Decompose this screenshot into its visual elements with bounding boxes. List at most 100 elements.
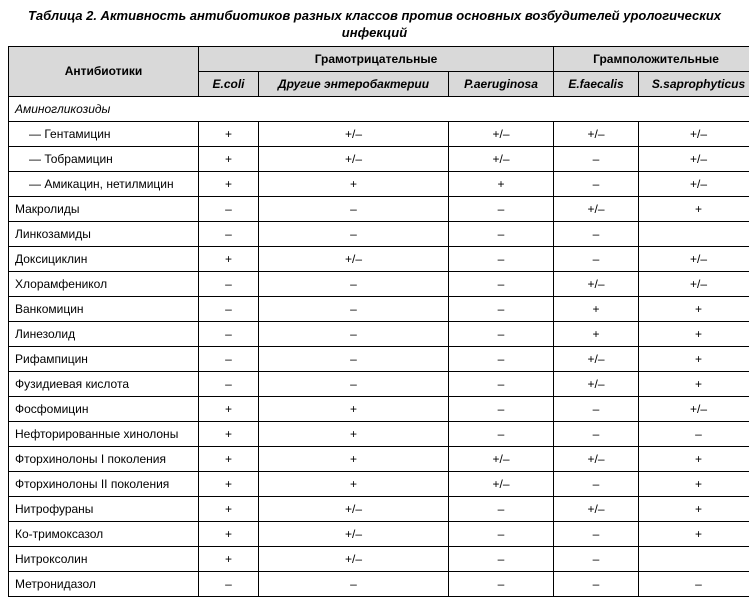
row-label: Нитрофураны [9, 496, 199, 521]
cell-value: – [554, 396, 639, 421]
cell-value: +/– [449, 121, 554, 146]
row-label: Макролиды [9, 196, 199, 221]
row-label: Рифампицин [9, 346, 199, 371]
row-label: Нефторированные хинолоны [9, 421, 199, 446]
cell-value: + [554, 321, 639, 346]
cell-value: + [199, 496, 259, 521]
row-label: Фторхинолоны I поколения [9, 446, 199, 471]
row-label: — Тобрамицин [9, 146, 199, 171]
table-row: Ванкомицин–––++ [9, 296, 749, 321]
section-label: Аминогликозиды [9, 96, 749, 121]
cell-value: + [199, 396, 259, 421]
cell-value: – [554, 546, 639, 571]
cell-value: – [449, 546, 554, 571]
table-title: Таблица 2. Активность антибиотиков разны… [8, 8, 741, 42]
cell-value: – [554, 471, 639, 496]
cell-value: – [199, 196, 259, 221]
table-row: Хлорамфеникол–––+/–+/– [9, 271, 749, 296]
th-paerug: P.aeruginosa [449, 71, 554, 96]
row-label: Фузидиевая кислота [9, 371, 199, 396]
cell-value: +/– [639, 171, 749, 196]
cell-value: + [639, 346, 749, 371]
cell-value: – [449, 221, 554, 246]
row-label: — Гентамицин [9, 121, 199, 146]
cell-value: + [199, 121, 259, 146]
cell-value: + [639, 471, 749, 496]
cell-value [639, 546, 749, 571]
cell-value: + [449, 171, 554, 196]
cell-value: – [449, 396, 554, 421]
cell-value: – [554, 521, 639, 546]
cell-value: +/– [639, 121, 749, 146]
cell-value: +/– [259, 246, 449, 271]
cell-value: + [259, 471, 449, 496]
cell-value: – [449, 496, 554, 521]
th-efaec: E.faecalis [554, 71, 639, 96]
cell-value: – [449, 346, 554, 371]
row-label: Хлорамфеникол [9, 271, 199, 296]
table-row: Аминогликозиды [9, 96, 749, 121]
cell-value: + [199, 446, 259, 471]
table-row: Фосфомицин++––+/– [9, 396, 749, 421]
table-body: Аминогликозиды— Гентамицин++/–+/–+/–+/–—… [9, 96, 749, 596]
cell-value: +/– [554, 271, 639, 296]
cell-value: +/– [639, 396, 749, 421]
cell-value: – [199, 271, 259, 296]
cell-value: – [449, 321, 554, 346]
table-row: Нефторированные хинолоны++––– [9, 421, 749, 446]
cell-value [639, 221, 749, 246]
cell-value: + [199, 146, 259, 171]
cell-value: – [449, 246, 554, 271]
cell-value: – [259, 371, 449, 396]
table-row: Линезолид–––++ [9, 321, 749, 346]
cell-value: + [199, 421, 259, 446]
cell-value: +/– [449, 146, 554, 171]
th-entero: Другие энтеробактерии [259, 71, 449, 96]
cell-value: + [639, 296, 749, 321]
table-row: Фторхинолоны II поколения+++/––+ [9, 471, 749, 496]
cell-value: +/– [554, 371, 639, 396]
table-row: Метронидазол––––– [9, 571, 749, 596]
cell-value: +/– [259, 546, 449, 571]
cell-value: – [449, 371, 554, 396]
cell-value: +/– [639, 271, 749, 296]
cell-value: – [449, 271, 554, 296]
cell-value: – [554, 421, 639, 446]
cell-value: – [199, 346, 259, 371]
cell-value: – [199, 221, 259, 246]
cell-value: +/– [639, 146, 749, 171]
row-label: Фосфомицин [9, 396, 199, 421]
cell-value: – [259, 221, 449, 246]
cell-value: – [554, 171, 639, 196]
table-row: — Амикацин, нетилмицин+++–+/– [9, 171, 749, 196]
cell-value: + [639, 371, 749, 396]
cell-value: – [259, 571, 449, 596]
cell-value: – [449, 521, 554, 546]
cell-value: – [449, 571, 554, 596]
row-label: Ванкомицин [9, 296, 199, 321]
th-antibiotics: Антибиотики [9, 46, 199, 96]
cell-value: – [554, 221, 639, 246]
cell-value: +/– [449, 446, 554, 471]
cell-value: – [639, 571, 749, 596]
cell-value: +/– [554, 196, 639, 221]
cell-value: + [639, 496, 749, 521]
th-gram-neg: Грамотрицательные [199, 46, 554, 71]
cell-value: + [199, 246, 259, 271]
table-row: Макролиды–––+/–+ [9, 196, 749, 221]
cell-value: + [259, 396, 449, 421]
cell-value: – [639, 421, 749, 446]
cell-value: – [199, 571, 259, 596]
cell-value: – [259, 196, 449, 221]
table-row: Фторхинолоны I поколения+++/–+/–+ [9, 446, 749, 471]
cell-value: + [199, 546, 259, 571]
cell-value: +/– [554, 121, 639, 146]
th-gram-pos: Грамположительные [554, 46, 749, 71]
table-row: Линкозамиды–––– [9, 221, 749, 246]
cell-value: +/– [449, 471, 554, 496]
table-row: Ко-тримоксазол++/–––+ [9, 521, 749, 546]
cell-value: +/– [259, 146, 449, 171]
table-row: — Гентамицин++/–+/–+/–+/– [9, 121, 749, 146]
th-ssapro: S.saprophyticus [639, 71, 749, 96]
cell-value: +/– [639, 246, 749, 271]
